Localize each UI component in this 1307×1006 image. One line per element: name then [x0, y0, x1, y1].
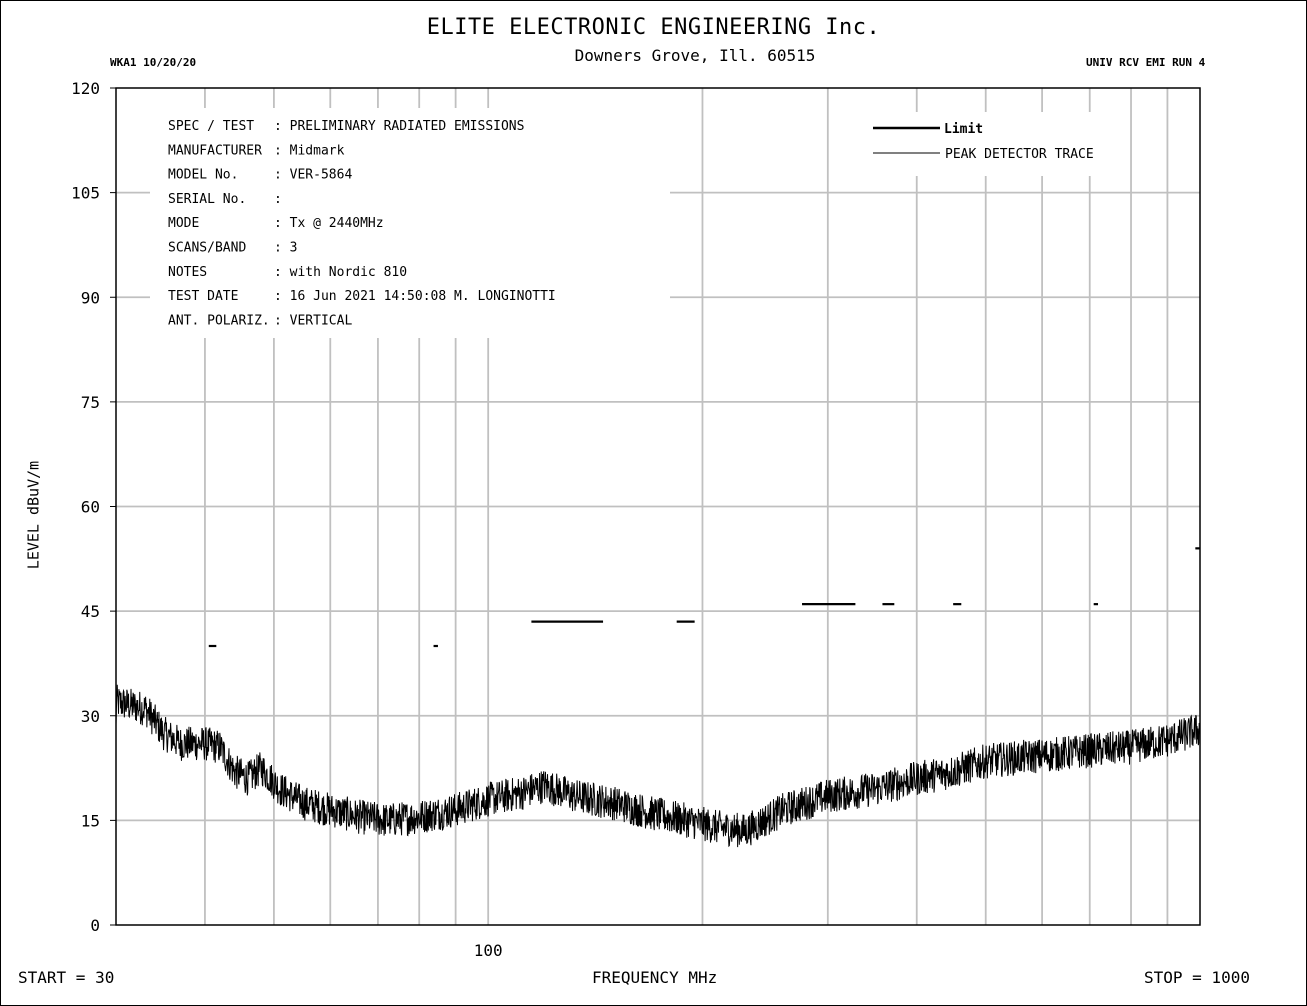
y-tick-label: 105: [71, 184, 100, 203]
info-key: SCANS/BAND: [168, 241, 246, 256]
info-key: TEST DATE: [168, 289, 238, 304]
stop-frequency: STOP = 1000: [1144, 968, 1250, 987]
limit-line: [208, 547, 1200, 648]
info-value: : Midmark: [274, 143, 345, 158]
info-value: : PRELIMINARY RADIATED EMISSIONS: [274, 119, 524, 134]
info-key: MANUFACTURER: [168, 143, 262, 158]
plot-area-border: [115, 87, 1201, 926]
info-key: SERIAL No.: [168, 192, 246, 207]
y-tick-label: 30: [81, 707, 100, 726]
x-axis-label: FREQUENCY MHz: [592, 968, 718, 987]
y-tick-label: 45: [81, 602, 100, 621]
info-value: : Tx @ 2440MHz: [274, 216, 384, 231]
info-key: MODEL No.: [168, 168, 238, 183]
y-tick-label: 120: [71, 79, 100, 98]
info-block: SPEC / TEST : PRELIMINARY RADIATED EMISSI…: [168, 119, 556, 328]
start-frequency: START = 30: [18, 968, 115, 987]
legend-mask: [860, 112, 1115, 176]
company-address: Downers Grove, Ill. 60515: [574, 46, 816, 65]
info-key: ANT. POLARIZ.: [168, 313, 270, 328]
peak-trace-path: [115, 684, 1201, 848]
info-value: : 3: [274, 241, 297, 256]
info-value: : 16 Jun 2021 14:50:08 M. LONGINOTTI: [274, 289, 556, 304]
info-value: : VER-5864: [274, 168, 352, 183]
x-tick-label: 100: [474, 941, 503, 960]
y-tick-label: 75: [81, 393, 100, 412]
legend-limit-label: Limit: [944, 122, 983, 137]
info-key: NOTES: [168, 265, 207, 280]
info-block-background: [150, 108, 1115, 338]
y-tick-label: 0: [90, 916, 100, 935]
legend: Limit PEAK DETECTOR TRACE: [873, 122, 1094, 162]
peak-detector-trace: [115, 684, 1201, 848]
header-left-tag: WKA1 10/20/20: [110, 56, 197, 69]
header-right-tag: UNIV RCV EMI RUN 4: [1086, 56, 1206, 69]
legend-peak-label: PEAK DETECTOR TRACE: [945, 147, 1094, 162]
y-tick-label: 15: [81, 811, 100, 830]
y-tick-labels: 0 15 30 45 60 75 90 105 120: [71, 79, 116, 935]
info-mask: [150, 108, 670, 338]
company-title: ELITE ELECTRONIC ENGINEERING Inc.: [426, 15, 881, 40]
info-key: MODE: [168, 216, 199, 231]
info-key: SPEC / TEST: [168, 119, 254, 134]
info-value: : with Nordic 810: [274, 265, 407, 280]
y-tick-label: 90: [81, 288, 100, 307]
x-tick-labels: 100: [474, 941, 503, 960]
info-value: : VERTICAL: [274, 313, 352, 328]
y-tick-label: 60: [81, 498, 100, 517]
info-value: :: [274, 192, 282, 207]
